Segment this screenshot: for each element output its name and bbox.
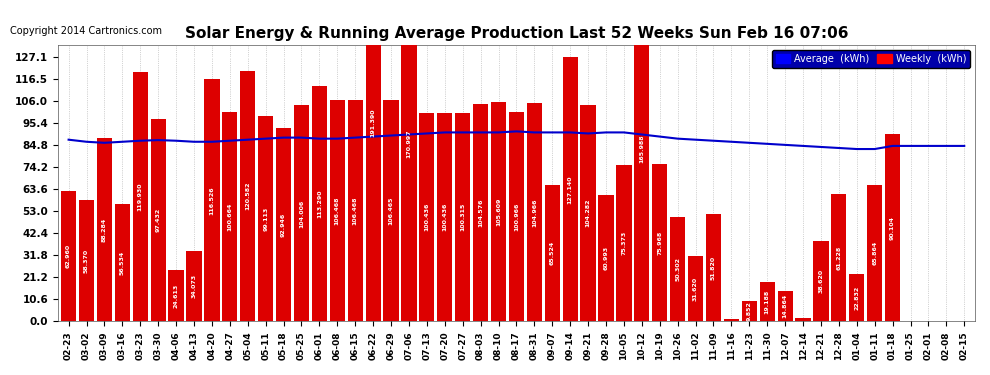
- Bar: [115, 204, 130, 321]
- Text: 106.468: 106.468: [335, 196, 340, 225]
- Text: 104.966: 104.966: [532, 198, 537, 226]
- Text: 88.284: 88.284: [102, 217, 107, 242]
- Text: 92.946: 92.946: [281, 213, 286, 237]
- Bar: [652, 164, 667, 321]
- Bar: [598, 195, 614, 321]
- Text: 113.290: 113.290: [317, 189, 322, 218]
- Bar: [724, 319, 739, 321]
- Text: 31.620: 31.620: [693, 276, 698, 301]
- Text: 14.864: 14.864: [783, 294, 788, 318]
- Bar: [97, 138, 112, 321]
- Text: 100.315: 100.315: [460, 203, 465, 231]
- Bar: [79, 200, 94, 321]
- Text: 191.390: 191.390: [370, 108, 375, 137]
- Text: 106.468: 106.468: [352, 196, 357, 225]
- Text: 106.465: 106.465: [388, 196, 394, 225]
- Text: 61.228: 61.228: [837, 246, 842, 270]
- Bar: [473, 104, 488, 321]
- Text: 100.436: 100.436: [443, 203, 447, 231]
- Bar: [186, 251, 202, 321]
- Text: 165.988: 165.988: [640, 135, 644, 164]
- Bar: [241, 71, 255, 321]
- Text: 38.620: 38.620: [819, 269, 824, 293]
- Text: 104.282: 104.282: [585, 199, 591, 227]
- Text: 9.852: 9.852: [746, 301, 751, 321]
- Legend: Average  (kWh), Weekly  (kWh): Average (kWh), Weekly (kWh): [772, 50, 970, 68]
- Bar: [330, 100, 345, 321]
- Bar: [867, 184, 882, 321]
- Text: 56.534: 56.534: [120, 251, 125, 275]
- Text: 24.613: 24.613: [173, 284, 178, 308]
- Bar: [168, 270, 184, 321]
- Bar: [419, 113, 435, 321]
- Text: 116.526: 116.526: [210, 186, 215, 215]
- Bar: [670, 217, 685, 321]
- Bar: [527, 104, 542, 321]
- Text: 99.113: 99.113: [263, 206, 268, 231]
- Text: 75.373: 75.373: [622, 231, 627, 255]
- Bar: [312, 86, 327, 321]
- Bar: [544, 185, 560, 321]
- Bar: [61, 190, 76, 321]
- Text: 170.997: 170.997: [407, 130, 412, 158]
- Bar: [562, 57, 578, 321]
- Bar: [222, 112, 238, 321]
- Text: 65.524: 65.524: [549, 241, 554, 266]
- Text: 120.582: 120.582: [246, 182, 250, 210]
- Bar: [204, 80, 220, 321]
- Text: 100.436: 100.436: [425, 203, 430, 231]
- Bar: [276, 128, 291, 321]
- Text: 34.073: 34.073: [191, 274, 196, 298]
- Bar: [347, 100, 362, 321]
- Text: 50.302: 50.302: [675, 257, 680, 281]
- Bar: [688, 256, 703, 321]
- Bar: [491, 102, 506, 321]
- Text: 97.432: 97.432: [155, 208, 160, 232]
- Bar: [832, 194, 846, 321]
- Bar: [742, 301, 757, 321]
- Bar: [438, 113, 452, 321]
- Text: 104.576: 104.576: [478, 199, 483, 227]
- Text: 19.188: 19.188: [764, 290, 769, 314]
- Text: 119.930: 119.930: [138, 183, 143, 211]
- Bar: [455, 113, 470, 321]
- Bar: [814, 241, 829, 321]
- Title: Solar Energy & Running Average Production Last 52 Weeks Sun Feb 16 07:06: Solar Energy & Running Average Productio…: [185, 26, 848, 41]
- Bar: [759, 282, 775, 321]
- Text: 60.993: 60.993: [604, 246, 609, 270]
- Bar: [133, 72, 148, 321]
- Bar: [401, 0, 417, 321]
- Bar: [635, 0, 649, 321]
- Bar: [509, 112, 524, 321]
- Bar: [617, 165, 632, 321]
- Text: 100.664: 100.664: [228, 203, 233, 231]
- Bar: [580, 105, 596, 321]
- Text: 127.140: 127.140: [567, 175, 572, 204]
- Bar: [365, 0, 381, 321]
- Bar: [849, 274, 864, 321]
- Text: 58.370: 58.370: [84, 249, 89, 273]
- Bar: [294, 105, 309, 321]
- Bar: [383, 100, 399, 321]
- Text: 104.006: 104.006: [299, 199, 304, 228]
- Bar: [885, 134, 900, 321]
- Bar: [150, 119, 165, 321]
- Text: 62.960: 62.960: [66, 244, 71, 268]
- Text: 51.820: 51.820: [711, 255, 716, 280]
- Bar: [706, 214, 721, 321]
- Bar: [795, 318, 811, 321]
- Text: 22.832: 22.832: [854, 286, 859, 310]
- Text: Copyright 2014 Cartronics.com: Copyright 2014 Cartronics.com: [10, 26, 162, 36]
- Bar: [777, 291, 793, 321]
- Text: 100.966: 100.966: [514, 202, 519, 231]
- Text: 65.864: 65.864: [872, 241, 877, 265]
- Text: 75.968: 75.968: [657, 230, 662, 255]
- Text: 105.609: 105.609: [496, 198, 501, 226]
- Bar: [258, 116, 273, 321]
- Text: 90.104: 90.104: [890, 216, 895, 240]
